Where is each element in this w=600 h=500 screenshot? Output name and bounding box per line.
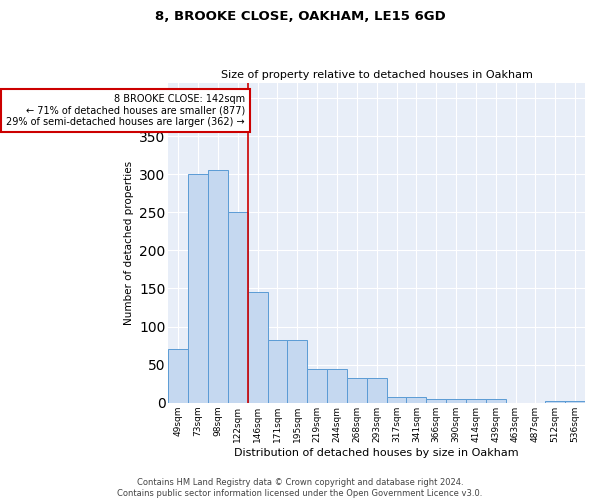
Bar [208, 170, 228, 403]
Bar [486, 399, 506, 403]
Bar [268, 340, 287, 403]
Text: 8 BROOKE CLOSE: 142sqm
← 71% of detached houses are smaller (877)
29% of semi-de: 8 BROOKE CLOSE: 142sqm ← 71% of detached… [6, 94, 245, 128]
Bar [347, 378, 367, 403]
Bar [228, 212, 248, 403]
Title: Size of property relative to detached houses in Oakham: Size of property relative to detached ho… [221, 70, 533, 81]
Bar [406, 396, 426, 403]
Bar [287, 340, 307, 403]
Bar [169, 350, 188, 403]
Text: 8, BROOKE CLOSE, OAKHAM, LE15 6GD: 8, BROOKE CLOSE, OAKHAM, LE15 6GD [155, 10, 445, 23]
Text: Contains HM Land Registry data © Crown copyright and database right 2024.
Contai: Contains HM Land Registry data © Crown c… [118, 478, 482, 498]
Bar [327, 370, 347, 403]
Bar [307, 370, 327, 403]
Bar [545, 400, 565, 403]
Bar [386, 396, 406, 403]
Bar [248, 292, 268, 403]
Bar [466, 399, 486, 403]
Bar [426, 399, 446, 403]
X-axis label: Distribution of detached houses by size in Oakham: Distribution of detached houses by size … [235, 448, 519, 458]
Bar [446, 399, 466, 403]
Y-axis label: Number of detached properties: Number of detached properties [124, 160, 134, 325]
Bar [367, 378, 386, 403]
Bar [188, 174, 208, 403]
Bar [565, 400, 585, 403]
